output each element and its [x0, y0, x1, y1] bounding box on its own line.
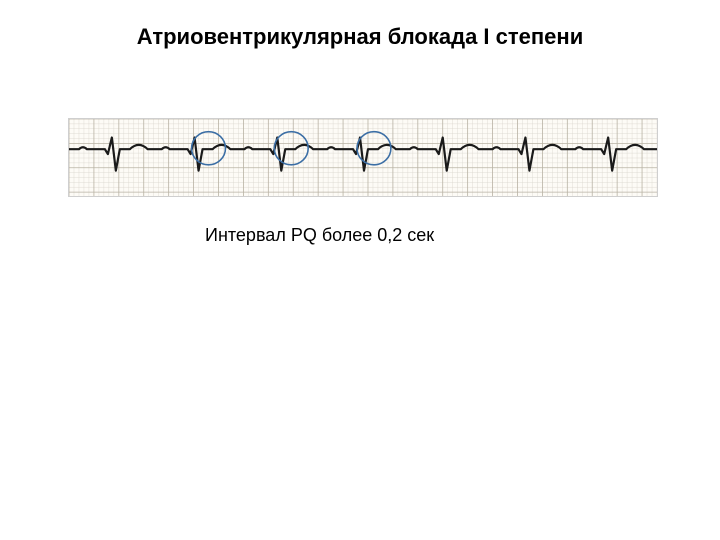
caption-text: Интервал PQ более 0,2 сек	[205, 225, 434, 246]
ecg-strip	[68, 118, 658, 197]
slide: Атриовентрикулярная блокада I степени Ин…	[0, 0, 720, 540]
ecg-svg	[69, 119, 657, 196]
page-title: Атриовентрикулярная блокада I степени	[0, 24, 720, 50]
